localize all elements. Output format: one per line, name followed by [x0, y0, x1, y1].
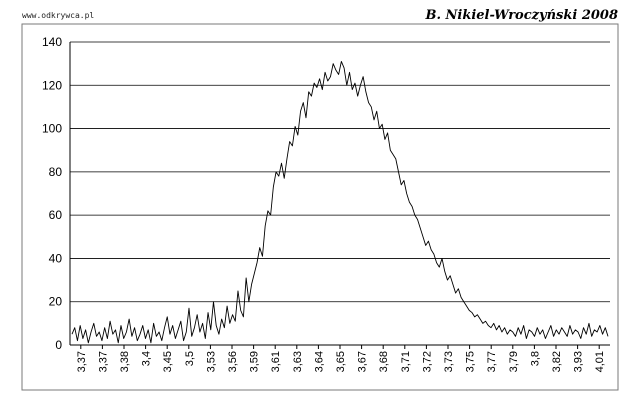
x-tick-label: 3,37 [97, 351, 109, 372]
x-tick-label: 3,72 [421, 351, 433, 372]
x-tick-label: 3,56 [227, 351, 239, 372]
y-tick-label: 60 [49, 208, 63, 222]
x-tick-label: 3,38 [119, 351, 131, 372]
x-tick-label: 3,71 [400, 351, 412, 372]
y-tick-label: 120 [42, 78, 62, 92]
y-tick-label: 20 [49, 295, 63, 309]
y-tick-label: 0 [55, 338, 62, 352]
x-axis-ticks: 3,37 3,37 3,38 3,4 3,45 3,5 3,53 3,56 3,59 3,61 3,… [76, 345, 606, 372]
x-tick-label: 3,8 [529, 351, 541, 366]
y-tick-label: 140 [42, 35, 62, 49]
y-axis-ticks: 0 20 40 60 80 100 120 140 [42, 35, 62, 352]
x-tick-label: 3,73 [443, 351, 455, 372]
x-tick-label: 3,37 [76, 351, 88, 372]
x-tick-label: 3,79 [508, 351, 520, 372]
x-tick-label: 3,5 [184, 351, 196, 366]
x-tick-label: 3,67 [357, 351, 369, 372]
x-tick-label: 3,61 [270, 351, 282, 372]
site-watermark: www.odkrywca.pl [22, 11, 94, 20]
x-tick-label: 3,93 [573, 351, 585, 372]
x-tick-label: 3,68 [378, 351, 390, 372]
y-tick-label: 40 [49, 251, 63, 265]
author-credit: B. Nikiel-Wroczyński 2008 [424, 8, 618, 23]
x-tick-label: 3,63 [292, 351, 304, 372]
x-tick-label: 3,82 [551, 351, 563, 372]
y-tick-label: 80 [49, 165, 63, 179]
chart-frame [21, 23, 619, 391]
x-tick-label: 3,75 [465, 351, 477, 372]
x-tick-label: 3,77 [486, 351, 498, 372]
x-tick-label: 3,65 [335, 351, 347, 372]
gridlines [70, 41, 610, 303]
x-tick-label: 3,4 [141, 351, 153, 366]
x-tick-label: 3,64 [313, 351, 325, 372]
y-tick-label: 100 [42, 122, 62, 136]
x-tick-label: 3,45 [162, 351, 174, 372]
x-tick-label: 3,53 [205, 351, 217, 372]
x-tick-label: 4,01 [594, 351, 606, 372]
x-tick-label: 3,59 [249, 351, 261, 372]
series-line [71, 61, 609, 344]
